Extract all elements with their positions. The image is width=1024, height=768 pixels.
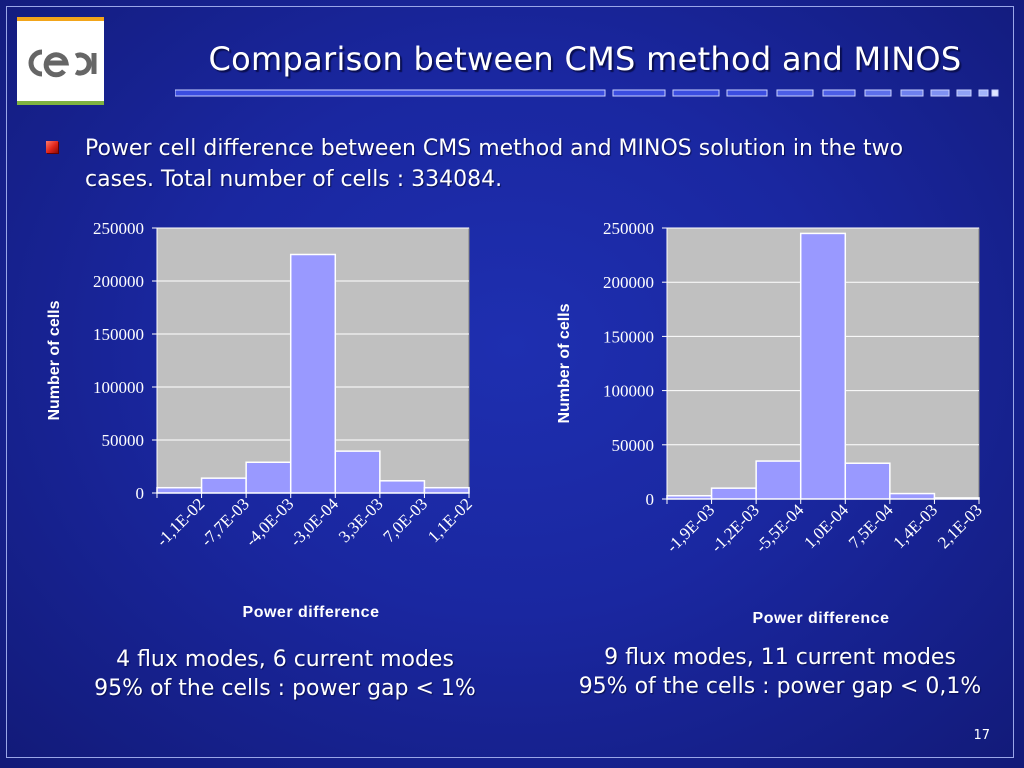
cea-logo bbox=[17, 17, 104, 105]
y-tick-label: 50000 bbox=[612, 436, 655, 455]
histogram-bar bbox=[666, 494, 713, 500]
histogram-bar bbox=[200, 477, 247, 494]
histogram-bar bbox=[289, 253, 337, 494]
x-tick-label: 2,1E-03 bbox=[934, 500, 986, 552]
histogram-chart-left: 0 50000 100000 150000 200000 250000 -1,1E-02-7… bbox=[46, 219, 476, 621]
slide-number: 17 bbox=[973, 728, 990, 743]
x-tick-label: 1,0E-04 bbox=[800, 500, 852, 552]
title-underline bbox=[175, 89, 999, 97]
slide-frame bbox=[6, 6, 1014, 758]
y-tick-label: 0 bbox=[646, 490, 655, 509]
histogram-chart-right: 0 50000 100000 150000 200000 250000 -1,9E-03-1… bbox=[556, 219, 986, 627]
x-tick-label: 1,4E-03 bbox=[889, 500, 941, 552]
histogram-bar bbox=[245, 461, 292, 494]
x-tick-label: -5,5E-04 bbox=[752, 500, 808, 556]
bullet-icon bbox=[46, 141, 58, 153]
histogram-bar bbox=[889, 492, 936, 500]
y-tick-label: 0 bbox=[136, 484, 145, 503]
histogram-bar bbox=[755, 460, 802, 500]
y-axis-title: Number of cells bbox=[556, 303, 573, 423]
histogram-bar bbox=[710, 487, 757, 500]
y-tick-label: 250000 bbox=[93, 219, 144, 238]
logo-stripe-bottom bbox=[17, 101, 104, 105]
y-tick-label: 50000 bbox=[102, 431, 145, 450]
y-axis-title: Number of cells bbox=[46, 300, 63, 420]
slide-title: Comparison between CMS method and MINOS bbox=[208, 40, 962, 78]
histogram-bar bbox=[844, 462, 891, 500]
x-tick-label: -3,0E-04 bbox=[286, 494, 342, 550]
histogram-bar bbox=[379, 480, 426, 494]
histogram-bar bbox=[933, 497, 980, 500]
y-tick-label: 150000 bbox=[603, 327, 654, 346]
y-tick-label: 200000 bbox=[93, 272, 144, 291]
caption-right-line1: 9 flux modes, 11 current modes bbox=[604, 645, 956, 670]
x-tick-label: 3,3E-03 bbox=[335, 494, 387, 546]
x-tick-label: 7,5E-04 bbox=[845, 500, 897, 552]
caption-right-line2: 95% of the cells : power gap < 0,1% bbox=[578, 674, 982, 699]
x-tick-label: -1,2E-03 bbox=[707, 500, 763, 556]
x-tick-label: -1,1E-02 bbox=[153, 494, 209, 550]
caption-left-line2: 95% of the cells : power gap < 1% bbox=[94, 676, 476, 701]
histogram-bar bbox=[156, 486, 203, 494]
y-tick-label: 100000 bbox=[603, 382, 654, 401]
y-tick-label: 200000 bbox=[603, 273, 654, 292]
x-tick-label: 1,1E-02 bbox=[424, 494, 476, 546]
caption-right: 9 flux modes, 11 current modes 95% of th… bbox=[555, 643, 1005, 701]
cea-logo-mark bbox=[28, 49, 97, 78]
x-tick-label: -4,0E-03 bbox=[242, 494, 298, 550]
caption-left: 4 flux modes, 6 current modes 95% of the… bbox=[65, 645, 505, 703]
x-tick-label: 7,0E-03 bbox=[379, 494, 431, 546]
y-tick-label: 250000 bbox=[603, 219, 654, 238]
logo-stripe-top bbox=[17, 17, 104, 21]
histogram-bar bbox=[423, 486, 470, 494]
x-axis-title: Power difference bbox=[753, 610, 890, 627]
x-tick-label: -1,9E-03 bbox=[663, 500, 719, 556]
y-tick-label: 150000 bbox=[93, 325, 144, 344]
histogram-bar bbox=[799, 232, 847, 500]
caption-left-line1: 4 flux modes, 6 current modes bbox=[116, 647, 454, 672]
x-axis-title: Power difference bbox=[243, 604, 380, 621]
histogram-bar bbox=[334, 450, 381, 494]
x-tick-label: -7,7E-03 bbox=[197, 494, 253, 550]
y-tick-label: 100000 bbox=[93, 378, 144, 397]
bullet-text: Power cell difference between CMS method… bbox=[85, 136, 904, 192]
